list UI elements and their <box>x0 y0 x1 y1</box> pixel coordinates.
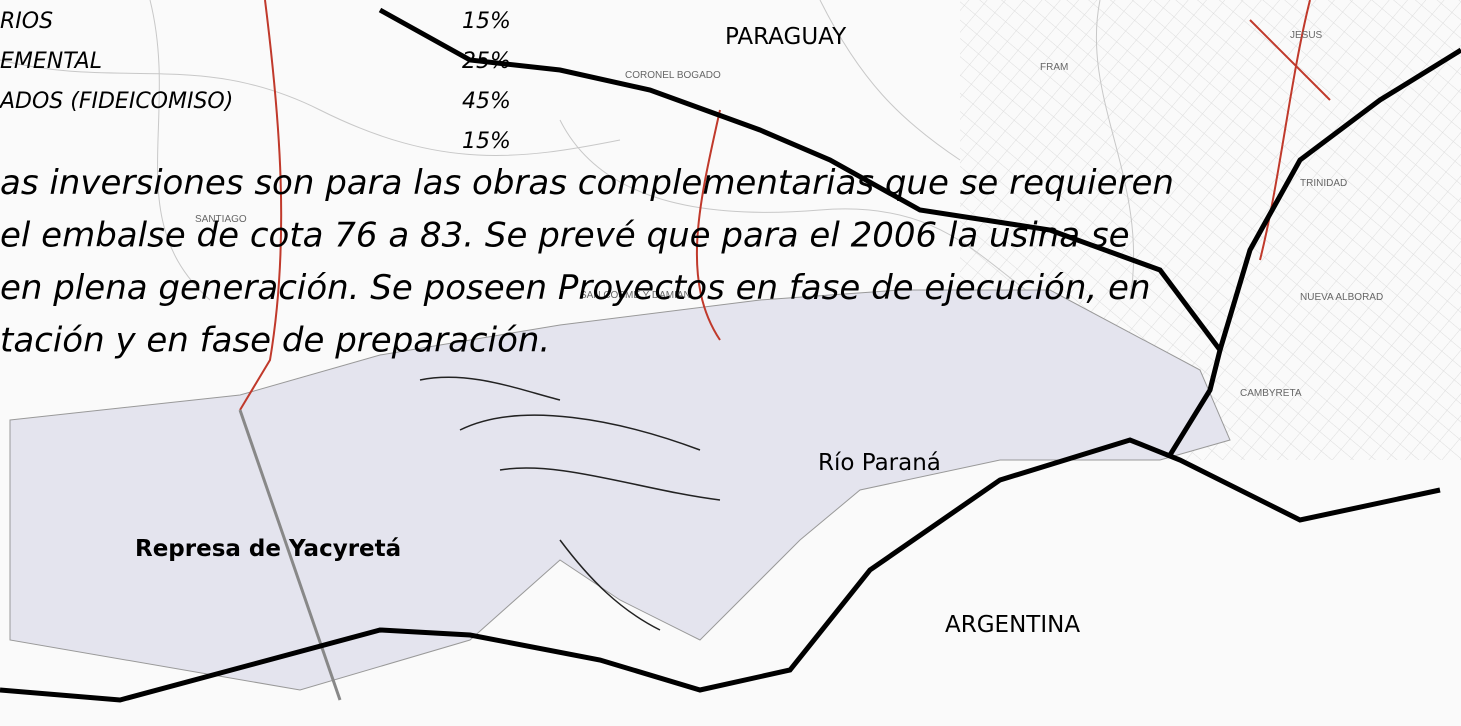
row-share: 15% <box>462 129 511 154</box>
red-roads <box>239 0 1331 411</box>
row-label: EMENTAL <box>0 49 102 74</box>
row-share: 15% <box>462 9 511 34</box>
paragraph: as inversiones son para las obras comple… <box>0 163 1174 361</box>
row-share: 45% <box>462 89 511 114</box>
minor-roads <box>0 0 1135 301</box>
paragraph-line: as inversiones son para las obras comple… <box>0 163 1174 203</box>
dam-road <box>238 409 342 701</box>
country-label: ARGENTINA <box>945 612 1080 638</box>
town-label: SANTIAGO <box>195 214 247 225</box>
islands <box>419 376 721 631</box>
dam-label: Represa de Yacyretá <box>135 536 401 562</box>
town-label: CORONEL BOGADO <box>625 70 721 81</box>
town-label: NUEVA ALBORAD <box>1300 292 1383 303</box>
town-labels: CORONEL BOGADO FRAM JESUS TRINIDAD NUEVA ALB… <box>195 30 1383 399</box>
country-label: PARAGUAY <box>725 24 847 50</box>
paragraph-line: en plena generación. Se poseen Proyectos… <box>0 268 1151 308</box>
town-label: CAMBYRETA <box>1240 388 1302 399</box>
row-label: RIOS <box>0 9 53 34</box>
town-label: SAN COSME Y DAMIAN <box>580 290 691 301</box>
reservoir <box>9 289 1231 691</box>
paragraph-line: tación y en fase de preparación. <box>0 321 550 361</box>
town-label: FRAM <box>1040 62 1068 73</box>
town-label: JESUS <box>1290 30 1323 41</box>
row-label: ADOS (FIDEICOMISO) <box>0 89 233 114</box>
town-label: TRINIDAD <box>1300 178 1347 189</box>
river-label: Río Paraná <box>818 450 941 476</box>
paragraph-line: el embalse de cota 76 a 83. Se prevé que… <box>0 216 1130 256</box>
borders <box>0 7 1461 703</box>
legend-table: RIOS 15% EMENTAL 25% ADOS (FIDEICOMISO) 45% 15… <box>0 9 511 154</box>
row-share: 25% <box>462 49 511 74</box>
